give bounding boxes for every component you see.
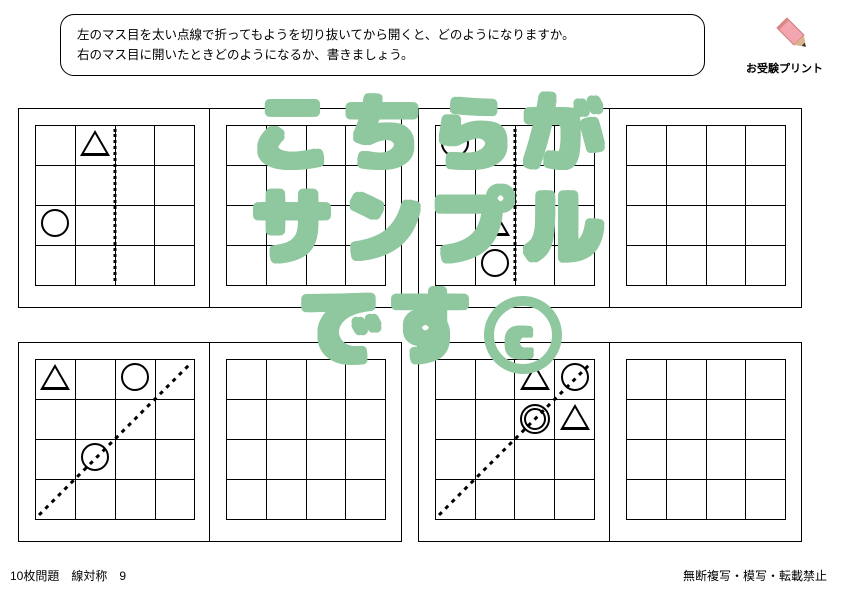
fold-line-vertical — [114, 129, 117, 281]
grid-blank[interactable] — [226, 359, 386, 519]
instruction-box: 左のマス目を太い点線で折ってもようを切り抜いてから開くと、どのようになりますか。… — [60, 14, 705, 76]
footer-left: 10枚問題 線対称 9 — [10, 567, 126, 584]
circle-shape — [41, 209, 69, 237]
problem-row-1 — [18, 108, 802, 308]
problem-row-2 — [18, 342, 802, 542]
circle-shape — [441, 129, 469, 157]
problem-3-answer-panel[interactable] — [210, 342, 402, 542]
pencil-icon — [773, 14, 815, 56]
instruction-line-2: 右のマス目に開いたときどのようになるか、書きましょう。 — [77, 45, 688, 65]
problem-3 — [18, 342, 402, 542]
grid — [35, 125, 195, 285]
grid-blank[interactable] — [226, 125, 386, 285]
triangle-shape — [560, 404, 590, 430]
problem-1 — [18, 108, 402, 308]
circle-shape — [481, 249, 509, 277]
triangle-shape — [520, 364, 550, 390]
footer-right: 無断複写・模写・転載禁止 — [683, 567, 827, 584]
fold-line-vertical — [514, 129, 517, 281]
problem-2 — [418, 108, 802, 308]
problem-4 — [418, 342, 802, 542]
problem-4-source-panel — [418, 342, 610, 542]
problem-1-source-panel — [18, 108, 210, 308]
triangle-shape — [80, 130, 110, 156]
dcircle-shape — [520, 404, 550, 434]
grid — [435, 125, 595, 285]
problem-2-answer-panel[interactable] — [610, 108, 802, 308]
problem-1-answer-panel[interactable] — [210, 108, 402, 308]
problem-3-source-panel — [18, 342, 210, 542]
problem-4-answer-panel[interactable] — [610, 342, 802, 542]
circle-shape — [561, 363, 589, 391]
brand-label: お受験プリント — [746, 60, 823, 76]
grid — [435, 359, 595, 519]
triangle-shape — [480, 210, 510, 236]
grid-blank[interactable] — [626, 125, 786, 285]
grid — [35, 359, 195, 519]
circle-shape — [81, 443, 109, 471]
triangle-shape — [40, 364, 70, 390]
problem-2-source-panel — [418, 108, 610, 308]
circle-shape — [121, 363, 149, 391]
instruction-line-1: 左のマス目を太い点線で折ってもようを切り抜いてから開くと、どのようになりますか。 — [77, 25, 688, 45]
grid-blank[interactable] — [626, 359, 786, 519]
